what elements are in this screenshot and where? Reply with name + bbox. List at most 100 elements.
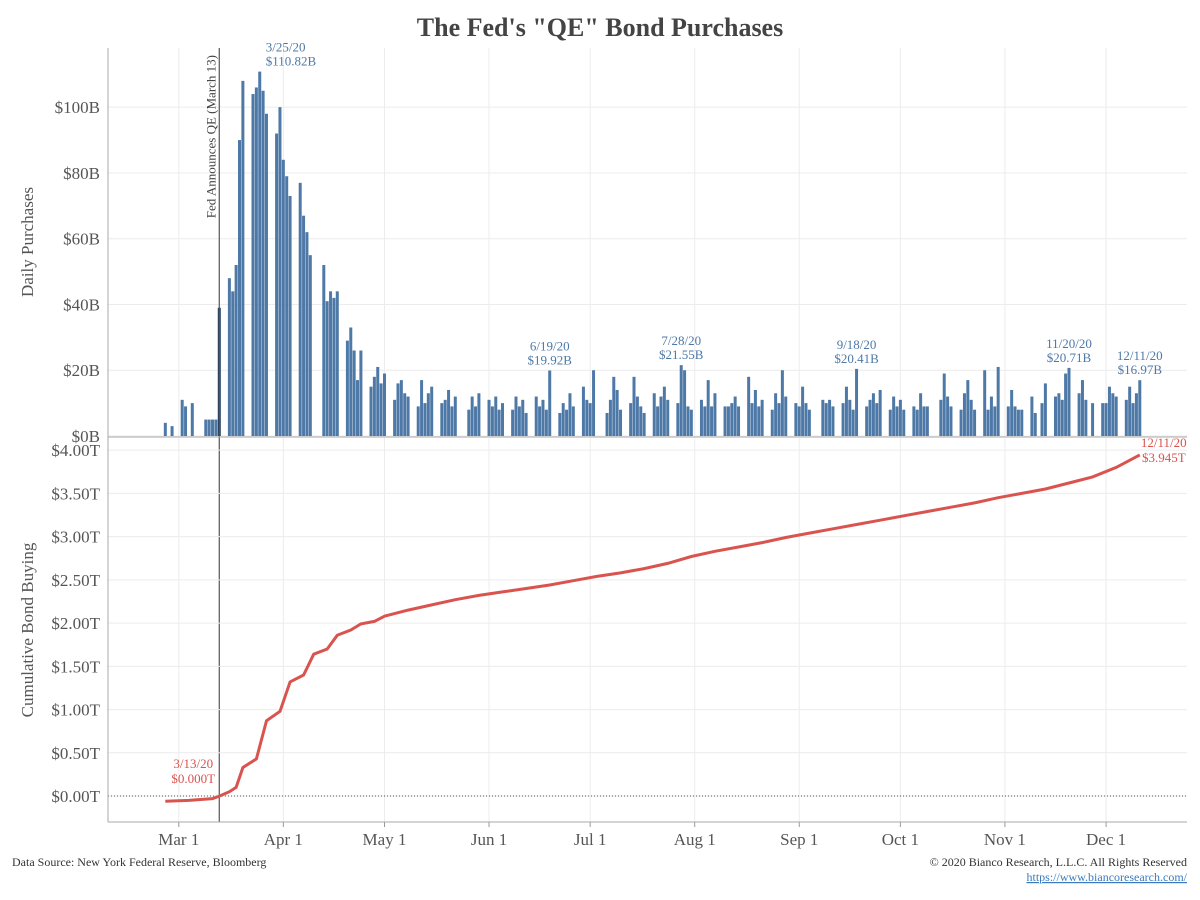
bar (652, 393, 656, 436)
bar (325, 301, 329, 436)
bar (544, 409, 548, 436)
bar (629, 403, 633, 436)
bar (831, 406, 835, 436)
reference-label: Fed Announces QE (March 13) (203, 55, 218, 218)
bar (962, 393, 966, 436)
bar (612, 376, 616, 436)
y-tick-label: $1.50T (51, 657, 100, 676)
bar (828, 399, 832, 436)
bar (989, 396, 993, 436)
bar (369, 386, 373, 436)
annotation-value: $16.97B (1118, 362, 1163, 377)
bar (430, 386, 434, 436)
bar (1134, 393, 1138, 436)
bar (450, 406, 454, 436)
y-tick-label: $2.50T (51, 571, 100, 590)
bar (635, 396, 639, 436)
annotation-date: 11/20/20 (1046, 336, 1092, 351)
bar (878, 389, 882, 436)
bar (915, 409, 919, 436)
bar (946, 396, 950, 436)
bar (770, 409, 774, 436)
bar (942, 373, 946, 436)
bar (848, 399, 852, 436)
bar (1091, 403, 1095, 436)
bar (393, 399, 397, 436)
bar (689, 409, 693, 436)
bar (1128, 386, 1132, 436)
bar (615, 389, 619, 436)
bar (780, 370, 784, 436)
bar (750, 403, 754, 436)
annotation-date: 6/19/20 (530, 339, 570, 354)
y-tick-label: $2.00T (51, 614, 100, 633)
bar (1033, 412, 1037, 436)
bar (170, 426, 174, 436)
y-tick-label: $20B (63, 361, 100, 380)
bar (1084, 399, 1088, 436)
y-axis-label: Daily Purchases (18, 187, 37, 297)
x-tick-label: Nov 1 (984, 830, 1026, 849)
annotation-value: $0.000T (171, 771, 215, 786)
bar (278, 107, 282, 437)
annotation-value: $110.82B (266, 54, 317, 69)
bar (514, 396, 518, 436)
bar (538, 406, 542, 436)
bar (227, 278, 231, 436)
bar (352, 350, 356, 436)
bar (757, 406, 761, 436)
x-tick-label: Jul 1 (574, 830, 607, 849)
x-tick-label: May 1 (363, 830, 407, 849)
bar (632, 376, 636, 436)
x-tick-label: Mar 1 (158, 830, 199, 849)
bar (440, 403, 444, 436)
bar (1111, 393, 1115, 436)
bar (517, 406, 521, 436)
bar (234, 265, 238, 436)
bar (807, 409, 811, 436)
annotation-value: $3.945T (1142, 450, 1186, 465)
annotation-value: $20.41B (834, 351, 879, 366)
bar (399, 380, 403, 436)
bar (898, 399, 902, 436)
bar (875, 403, 879, 436)
bar (261, 90, 265, 437)
bar (264, 113, 268, 437)
bar (656, 406, 660, 436)
bar (1114, 396, 1118, 436)
bar (204, 419, 208, 436)
bar (190, 403, 194, 436)
bar (426, 393, 430, 436)
bar (865, 406, 869, 436)
bar (784, 396, 788, 436)
bar (710, 406, 714, 436)
bar (1040, 403, 1044, 436)
bar (571, 406, 575, 436)
bar (774, 393, 778, 436)
bar (983, 370, 987, 436)
bar (494, 396, 498, 436)
y-tick-label: $1.00T (51, 701, 100, 720)
y-tick-label: $100B (55, 98, 100, 117)
bar (686, 406, 690, 436)
bar (470, 396, 474, 436)
y-tick-label: $60B (63, 230, 100, 249)
bar (184, 406, 188, 436)
bar (1080, 380, 1084, 436)
url[interactable]: https://www.biancoresearch.com/ (1026, 870, 1187, 884)
bar (794, 403, 798, 436)
bar (241, 80, 245, 437)
bar (851, 409, 855, 436)
bar (588, 403, 592, 436)
y-tick-label: $80B (63, 164, 100, 183)
bar (797, 406, 801, 436)
bar (548, 370, 552, 436)
y-tick-label: $0.00T (51, 787, 100, 806)
bar (1016, 409, 1020, 436)
bar (238, 140, 242, 436)
bar (1077, 393, 1081, 436)
bar (824, 403, 828, 436)
copyright: © 2020 Bianco Research, L.L.C. All Right… (930, 855, 1187, 869)
bar (568, 393, 572, 436)
bar (565, 409, 569, 436)
